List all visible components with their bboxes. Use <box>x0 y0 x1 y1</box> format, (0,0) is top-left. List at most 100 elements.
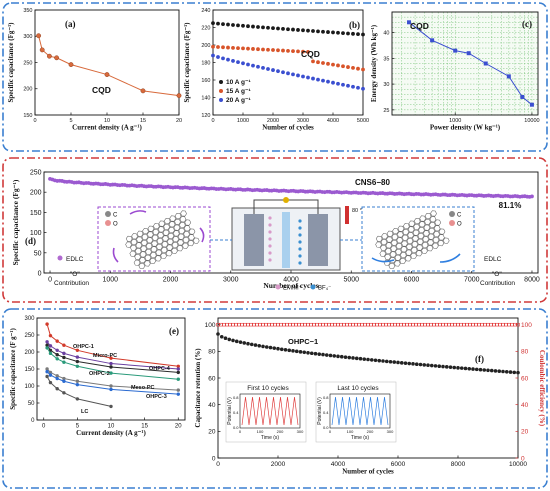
gcd-curve <box>241 396 299 426</box>
plot-frame <box>217 317 519 459</box>
ce-point <box>264 322 268 327</box>
data-point <box>241 23 245 28</box>
hexagon <box>168 227 175 234</box>
data-point <box>140 88 146 94</box>
inset-y-label: Potential (V) <box>227 397 233 425</box>
y-tick-label: 300 <box>23 34 32 40</box>
ce-point <box>438 322 442 327</box>
hexagon <box>156 243 163 250</box>
hexagon <box>162 229 170 236</box>
y-tick-label: 50 <box>28 401 35 407</box>
y-tick-label: 200 <box>30 190 42 197</box>
hexagon <box>183 231 190 238</box>
ce-point <box>303 322 307 327</box>
retention-point <box>261 344 265 349</box>
retention-point <box>234 339 239 344</box>
retention-point <box>321 352 325 357</box>
data-point <box>301 28 305 33</box>
hexagon <box>184 219 192 226</box>
ion-arrow <box>199 227 205 243</box>
cation-label: EMIM⁺ <box>283 285 302 292</box>
x-tick-label: 15 <box>141 424 148 430</box>
retention-point <box>294 349 299 354</box>
ce-point <box>498 322 502 327</box>
x-tick-label: 10000 <box>509 461 527 468</box>
ce-point <box>291 322 295 327</box>
edlc-left-label: EDLC <box>66 256 84 263</box>
ce-point <box>294 322 298 327</box>
y-axis-label: Specific capacitance (Fg⁻¹) <box>7 22 15 103</box>
hexagon <box>150 246 158 253</box>
y-tick-label: 100 <box>24 384 35 390</box>
data-point <box>291 49 295 54</box>
inset-x-tick-label: 0 <box>239 429 242 434</box>
ce-point <box>402 322 406 327</box>
retention-point <box>407 361 412 366</box>
ce-point <box>327 322 331 327</box>
retention-point <box>223 336 228 341</box>
x-tick-label: 4000 <box>327 118 339 124</box>
retention-point <box>272 346 277 350</box>
cation-dot <box>268 251 272 255</box>
data-point <box>296 28 300 32</box>
electrode-left <box>244 214 264 266</box>
ce-point <box>222 322 226 327</box>
ce-point <box>273 322 277 327</box>
retention-point <box>497 369 502 373</box>
inset-title: First 10 cycles <box>247 385 289 392</box>
retention-point <box>306 350 310 355</box>
legend-marker <box>219 98 223 102</box>
hexagon <box>429 216 437 223</box>
retention-point <box>253 343 258 347</box>
series-label: Meso-PC <box>131 385 155 391</box>
hexagon <box>178 227 186 234</box>
panel-c-chart: 1000 10000 25 30 35 40 Power density (W kg⁻¹) E… <box>370 11 540 132</box>
y-right-axis-label: Coulombic efficiency (%) <box>538 350 546 427</box>
ce-point <box>237 322 241 327</box>
contribution-right-label: Contribution <box>480 280 515 287</box>
retention-point <box>279 347 284 352</box>
ce-point <box>339 322 343 327</box>
data-point <box>55 339 59 343</box>
data-point <box>109 371 113 375</box>
y-tick-label: 140 <box>201 95 210 101</box>
cation-dot <box>268 216 272 220</box>
hexagon <box>161 241 169 248</box>
hexagon <box>182 236 190 243</box>
data-point <box>430 38 435 43</box>
hexagon <box>138 263 146 269</box>
anion-dot <box>298 240 302 244</box>
panel-f-chart: 0 2000 4000 6000 8000 10000020406080100Number… <box>194 317 546 476</box>
panel-label: (b) <box>349 20 360 30</box>
y-right-tick-label: 60 <box>521 375 529 382</box>
anion-dot <box>298 219 302 223</box>
data-point <box>316 60 320 65</box>
ion-arrow <box>439 253 461 263</box>
hexagon <box>163 223 170 230</box>
separator <box>282 212 290 268</box>
y-tick-label: 250 <box>24 333 35 339</box>
ce-point <box>465 322 469 327</box>
hexagon <box>147 225 155 232</box>
hexagon <box>428 227 436 234</box>
hexagon <box>133 259 141 266</box>
y-right-tick-label: 100 <box>521 322 532 329</box>
ce-point <box>474 322 478 327</box>
retention-point <box>399 361 404 365</box>
ce-point <box>408 322 412 327</box>
x-tick-label: 0 <box>211 118 214 124</box>
hexagon <box>403 223 410 230</box>
data-point <box>48 380 53 385</box>
retention-point <box>328 353 333 358</box>
data-point <box>55 376 59 381</box>
ce-point <box>354 322 358 327</box>
hexagon <box>135 242 143 249</box>
hexagon <box>160 252 167 259</box>
data-point <box>231 45 235 50</box>
hexagon <box>385 242 393 249</box>
graphene-sheet-icon <box>125 210 200 269</box>
y-tick-label: 0 <box>31 418 35 424</box>
hexagon <box>375 235 383 242</box>
retention-point <box>493 369 498 373</box>
hexagon <box>162 235 169 242</box>
